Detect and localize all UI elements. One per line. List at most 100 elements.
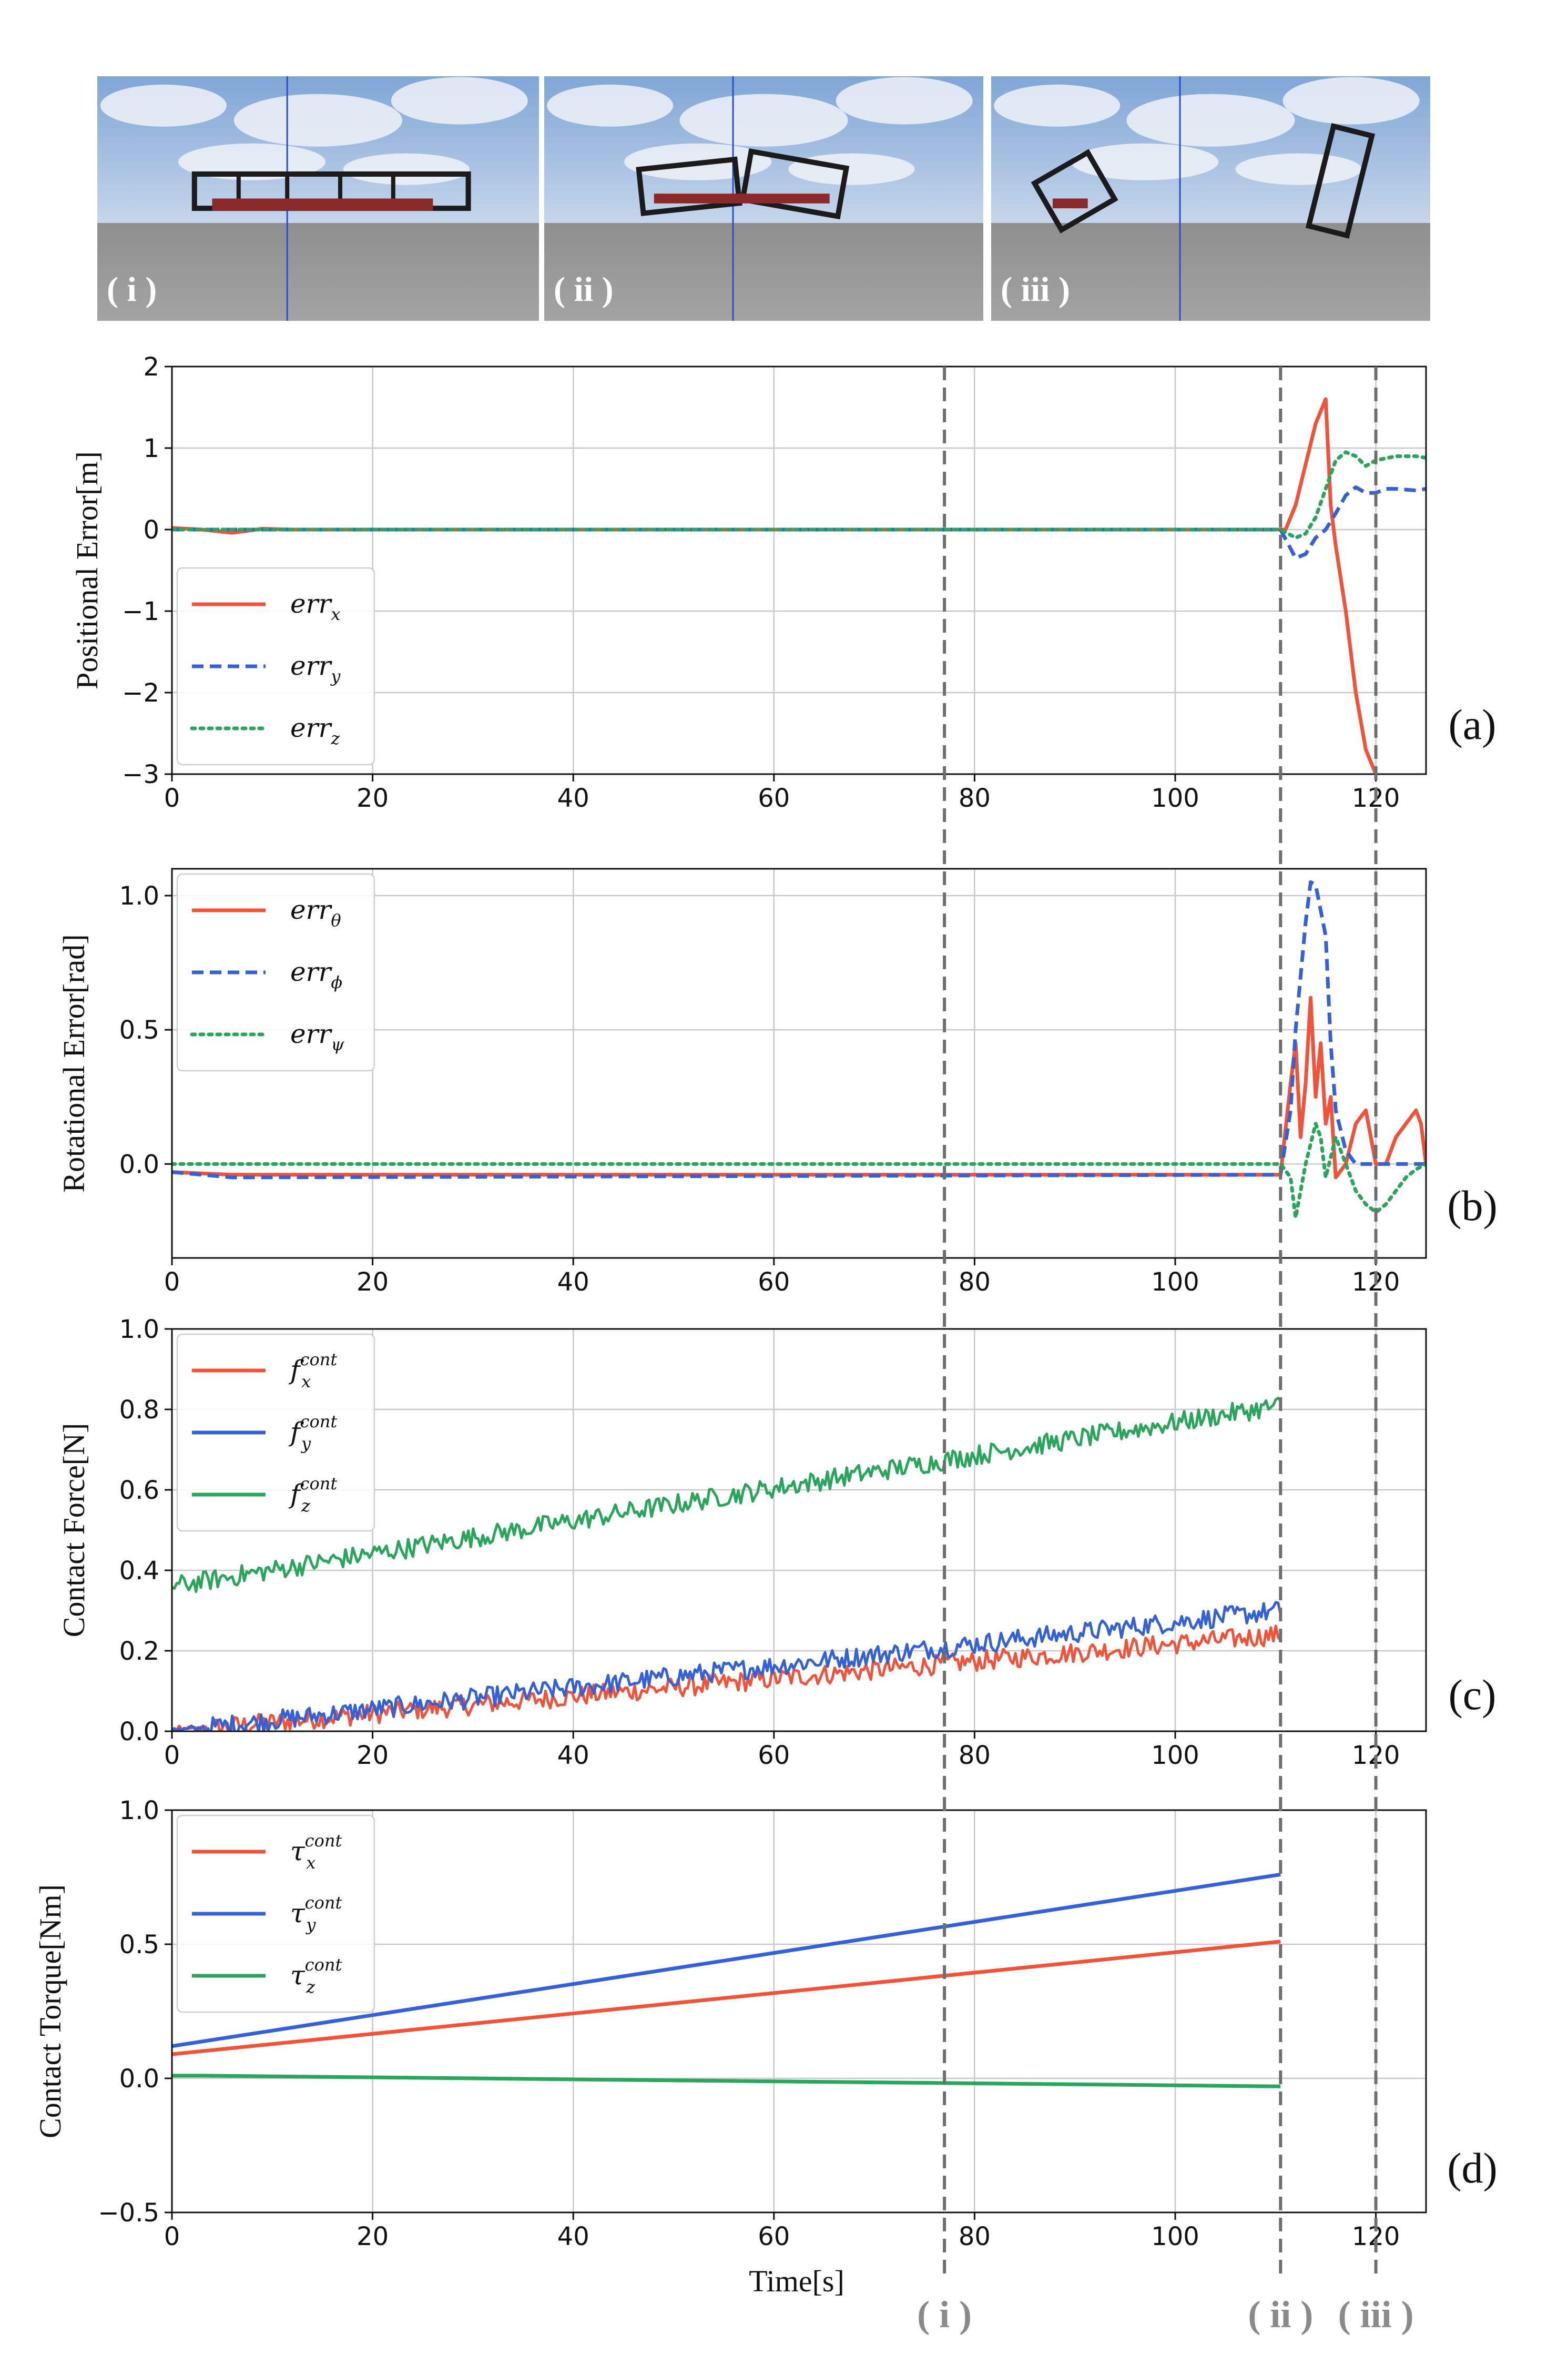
y-tick-label: 1.0 <box>119 881 159 911</box>
x-tick-label: 20 <box>357 1741 389 1770</box>
legend-sup: cont <box>300 1412 338 1431</box>
x-tick-label: 100 <box>1151 1267 1199 1297</box>
cloud <box>679 94 848 147</box>
legend-label: fcont x <box>288 1349 337 1392</box>
cloud <box>788 153 915 185</box>
event-label: ( i ) <box>917 2293 972 2336</box>
legend-sub: z <box>330 728 340 748</box>
legend-sup: cont <box>305 1831 342 1851</box>
x-tick-label: 20 <box>357 1267 389 1297</box>
series-line-err_z <box>172 450 1426 540</box>
series-line-tau_x_cont <box>172 1940 1281 2056</box>
robot-module <box>1305 123 1376 239</box>
legend-sub: x <box>306 1853 315 1873</box>
x-tick-label: 60 <box>758 784 790 813</box>
legend-label: τcont y <box>290 1893 342 1935</box>
x-tick-label: 40 <box>557 1741 589 1770</box>
panel-label: (c) <box>1448 1671 1496 1719</box>
panel-label: (a) <box>1448 700 1496 748</box>
y-tick-label: −2 <box>122 678 159 708</box>
legend-sup: cont <box>300 1474 338 1494</box>
x-tick-label: 0 <box>164 784 180 813</box>
panel-c: 0 20 40 60 80 100 1200.00.20.40.60.81.0Contact… <box>57 1315 1496 1770</box>
legend-sup: cont <box>305 1893 342 1913</box>
robot-core <box>654 194 830 204</box>
x-tick-label: 40 <box>557 784 589 813</box>
snapshot-label: ( iii ) <box>1001 270 1070 309</box>
snapshot-2: ( ii ) <box>544 76 983 321</box>
robot-module <box>636 156 742 216</box>
y-tick-label: 0 <box>143 515 159 545</box>
event-label: ( ii ) <box>1248 2293 1313 2336</box>
ground <box>97 223 539 321</box>
legend-sup: cont <box>305 1955 342 1975</box>
x-tick-label: 0 <box>164 1741 180 1770</box>
x-tick-label: 20 <box>357 784 389 813</box>
x-tick-label: 40 <box>557 1267 589 1297</box>
event-markers: ( i ) ( ii ) ( iii ) <box>917 367 1414 2336</box>
y-tick-label: −1 <box>122 597 159 626</box>
x-axis-label: Time[s] <box>749 2264 844 2298</box>
x-tick-label: 100 <box>1151 1741 1199 1770</box>
legend-box <box>176 1333 375 1532</box>
legend-sub: y <box>305 1915 316 1935</box>
series-line-f_y_cont <box>172 1601 1282 1731</box>
y-tick-label: 0.4 <box>119 1556 159 1586</box>
legend-sub: ψ <box>331 1034 344 1054</box>
cloud <box>1071 143 1219 180</box>
cloud <box>100 84 227 127</box>
legend-box <box>176 567 375 766</box>
plot-frame <box>171 868 1427 1259</box>
legend-label: erry <box>290 651 341 686</box>
series-group <box>172 397 1426 774</box>
cloud <box>1282 77 1420 125</box>
snapshot-label: ( i ) <box>107 270 157 309</box>
x-tick-label: 100 <box>1151 2222 1199 2251</box>
legend-base: τ <box>290 1960 306 1991</box>
series-line-err_phi <box>172 880 1426 1180</box>
y-tick-label: −0.5 <box>98 2198 159 2228</box>
legend-sub: θ <box>331 910 341 930</box>
ground <box>991 223 1430 321</box>
simulation-snapshots: ( i ) ( ii ) ( iii ) <box>97 76 1430 321</box>
cloud <box>547 84 674 127</box>
x-tick-label: 40 <box>557 2222 589 2251</box>
y-axis-label: Rotational Error[rad] <box>57 934 91 1192</box>
cloud <box>836 77 973 125</box>
legend-label: errψ <box>290 1019 344 1054</box>
legend-label: τcont z <box>290 1955 342 1997</box>
series-line-err_theta <box>172 996 1426 1180</box>
y-tick-label: −3 <box>122 760 159 789</box>
x-tick-label: 80 <box>959 2222 991 2251</box>
legend-base: err <box>290 1019 332 1049</box>
series-group <box>172 880 1426 1220</box>
legend-sub: x <box>301 1372 311 1392</box>
x-tick-label: 20 <box>357 2222 389 2251</box>
y-tick-label: 2 <box>143 352 159 382</box>
x-tick-label: 80 <box>959 1267 991 1297</box>
robot-module <box>739 148 850 220</box>
y-axis-label: Positional Error[m] <box>70 451 104 689</box>
legend-base: err <box>290 588 332 619</box>
cloud <box>1126 94 1295 147</box>
legend-base: τ <box>290 1898 306 1928</box>
series-line-err_psi <box>172 1122 1426 1220</box>
y-tick-label: 1.0 <box>119 1315 159 1344</box>
plot-frame <box>171 365 1427 775</box>
legend-sub: z <box>301 1496 311 1516</box>
cloud <box>343 153 470 185</box>
x-tick-label: 0 <box>164 2222 180 2251</box>
ground <box>544 223 983 321</box>
snapshot-1: ( i ) <box>97 76 539 321</box>
bent-robot-icon <box>636 148 850 220</box>
robot-core <box>1052 198 1088 209</box>
legend-label: errϕ <box>290 957 342 992</box>
y-tick-label: 1 <box>143 434 159 463</box>
plot-frame <box>171 1809 1427 2213</box>
y-tick-label: 0.5 <box>119 1016 159 1045</box>
